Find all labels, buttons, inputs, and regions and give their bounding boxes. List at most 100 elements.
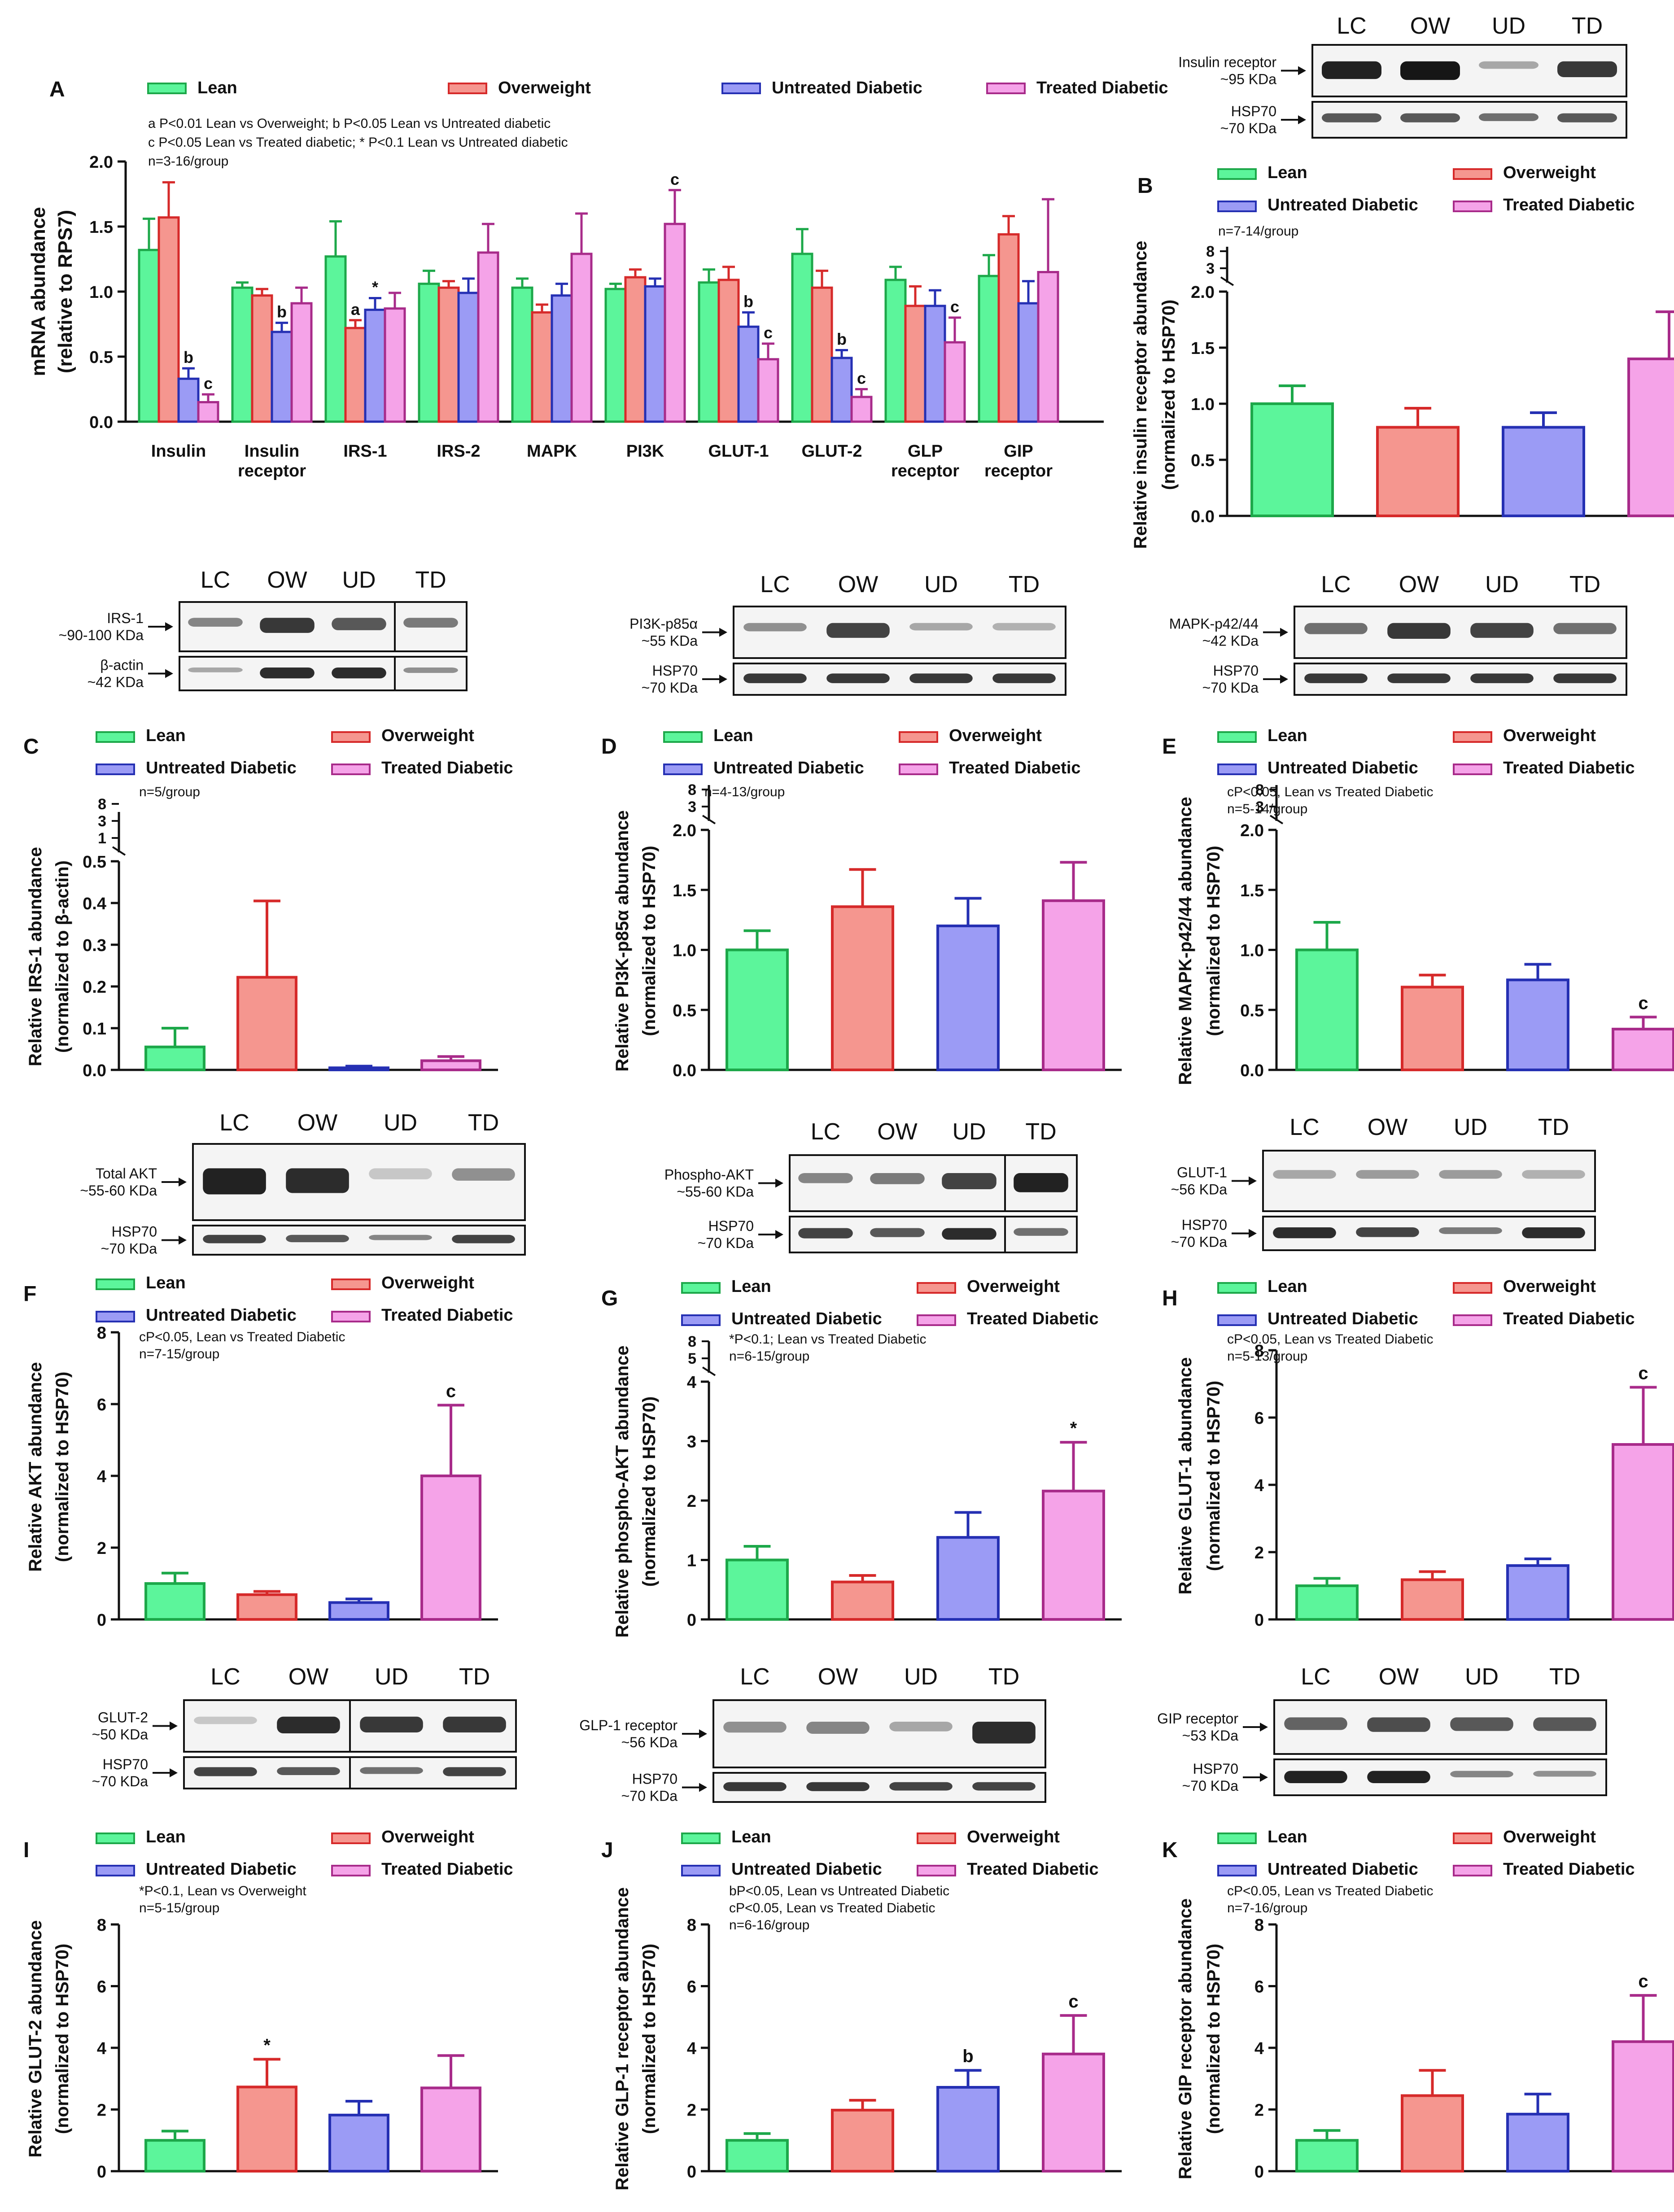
blot-size-label: ~42 KDa — [1202, 633, 1259, 649]
footnote: cP<0.05, Lean vs Treated Diabetic — [729, 1901, 935, 1915]
y-tick-label: 0 — [687, 1611, 696, 1630]
axis-break-mark — [1269, 815, 1284, 825]
y-tick-label: 0 — [687, 2163, 696, 2181]
lane-label: OW — [288, 1664, 329, 1690]
y-axis-label-units: (normalized to HSP70) — [639, 1944, 659, 2134]
blot-size-label: ~70 KDa — [698, 1235, 754, 1251]
band — [403, 618, 458, 628]
band — [806, 1722, 870, 1734]
blot-B: LC OW UD TD Insulin receptor~95 KDa HSP70~70 … — [1178, 13, 1627, 139]
legend-label-0: Lean — [146, 726, 186, 745]
bar-lean — [698, 281, 720, 423]
band — [1356, 1170, 1419, 1179]
lane-label: OW — [1410, 13, 1451, 39]
band — [1522, 1227, 1585, 1239]
footnote: cP<0.05, Lean vs Treated Diabetic — [139, 1330, 345, 1344]
legend-label-3: Treated Diabetic — [381, 1306, 513, 1325]
y-tick-label: 0.0 — [673, 1061, 696, 1080]
y-tick-label-break: 3 — [1255, 798, 1264, 816]
legend-swatch-2 — [1217, 1314, 1257, 1326]
bar-overweight — [831, 2108, 894, 2173]
arrow-head — [170, 1768, 178, 1777]
lane-label: TD — [415, 567, 446, 593]
blot-protein-label: MAPK-p42/44 — [1169, 616, 1259, 632]
arrow-head — [1298, 66, 1306, 75]
lane-label: UD — [924, 572, 958, 598]
y-tick-label: 0.0 — [89, 413, 113, 432]
lane-label: UD — [952, 1119, 986, 1145]
chart-A: 0.00.51.01.52.0bcInsulinbInsulinreceptor… — [27, 78, 1168, 480]
bar-lean — [978, 275, 1000, 423]
band — [992, 623, 1056, 631]
blot-F: LC OW UD TD Total AKT~55-60 KDa HSP70~70 KDa — [80, 1110, 526, 1257]
y-tick-label: 6 — [1254, 1978, 1264, 1997]
lane-label: OW — [818, 1664, 858, 1690]
lane-label: OW — [1399, 572, 1439, 598]
bar-overweight — [997, 233, 1020, 423]
bar-overweight — [624, 276, 647, 423]
lane-label: TD — [988, 1664, 1019, 1690]
legend-label-2: Untreated Diabetic — [1268, 1860, 1418, 1879]
blot-protein-label: HSP70 — [1231, 103, 1276, 119]
bar-untreated-diabetic — [737, 325, 760, 423]
band — [1322, 113, 1381, 122]
x-tick-label: GLUT-1 — [708, 442, 769, 461]
bar-untreated-diabetic — [1506, 978, 1569, 1071]
band — [203, 1168, 266, 1195]
legend-label-0: Lean — [731, 1277, 771, 1296]
y-tick-label: 2 — [687, 2101, 696, 2120]
bar-treated-diabetic — [1042, 1489, 1105, 1621]
bar-overweight — [1376, 426, 1460, 517]
footnote: n=7-15/group — [139, 1347, 219, 1361]
band — [369, 1168, 432, 1179]
blot-K: LC OW UD TD GIP receptor~53 KDa HSP70~70 KDa — [1157, 1664, 1607, 1796]
y-tick-label: 0.5 — [673, 1001, 696, 1020]
legend-swatch-2 — [96, 1865, 135, 1876]
legend-label-1: Overweight — [498, 79, 591, 97]
y-axis-label-units: (normalized to HSP70) — [639, 1396, 659, 1587]
legend-label-1: Overweight — [1503, 163, 1596, 182]
band — [194, 1716, 257, 1724]
bar-untreated-diabetic — [936, 925, 1000, 1071]
bar-untreated-diabetic — [644, 285, 666, 423]
bar-treated-diabetic — [197, 401, 219, 423]
legend-swatch-1 — [448, 83, 487, 94]
y-tick-label-break: 8 — [1206, 243, 1215, 260]
blot-I: LC OW UD TD GLUT-2~50 KDa HSP70~70 KDa — [92, 1664, 517, 1789]
band — [1450, 1717, 1513, 1731]
bar-treated-diabetic — [420, 1475, 481, 1621]
chart-J: 0 2 4 6 8 b c Relative GLP-1 receptor abundance… — [601, 1838, 1122, 2190]
band — [1479, 113, 1539, 121]
bar-untreated-diabetic — [1506, 1564, 1569, 1621]
bar-lean — [1295, 948, 1359, 1071]
x-tick-label: receptor — [984, 462, 1053, 480]
y-tick-label: 1 — [687, 1552, 696, 1571]
legend-label-0: Lean — [1268, 1828, 1307, 1846]
band — [369, 1235, 432, 1240]
blot-D: LC OW UD TD PI3K-p85α~55 KDa HSP70~70 KDa — [629, 572, 1066, 696]
arrow-head — [1280, 628, 1288, 637]
footnote: cP<0.05, Lean vs Treated Diabetic — [1227, 1884, 1433, 1898]
panel-label: E — [1162, 735, 1176, 759]
footnote: n=6-16/group — [729, 1918, 809, 1933]
blot-size-label: ~95 KDa — [1220, 71, 1277, 87]
blot-G: LC OW UD TD Phospho-AKT~55-60 KDa HSP70~70 KD… — [664, 1119, 1078, 1253]
blot-protein-label: Total AKT — [96, 1165, 157, 1182]
significance-label: * — [1070, 1418, 1077, 1438]
lane-label: UD — [384, 1110, 417, 1136]
lane-label: OW — [267, 567, 307, 593]
legend-swatch-0 — [96, 1278, 135, 1290]
y-axis-label-units: (normalized to HSP70) — [1204, 1944, 1224, 2134]
significance-label: a — [351, 300, 360, 318]
band — [1470, 673, 1534, 683]
bar-lean — [1250, 402, 1334, 517]
y-tick-label: 1.0 — [89, 283, 113, 302]
y-tick-label: 0.4 — [83, 894, 106, 913]
panel-label: C — [23, 735, 39, 759]
lane-label: LC — [740, 1664, 769, 1690]
blot-protein-label: Phospho-AKT — [664, 1167, 754, 1183]
bar-lean — [324, 255, 347, 423]
significance-label: c — [1638, 993, 1648, 1013]
y-tick-label: 1.0 — [673, 942, 696, 960]
blot-membrane — [733, 606, 1066, 659]
